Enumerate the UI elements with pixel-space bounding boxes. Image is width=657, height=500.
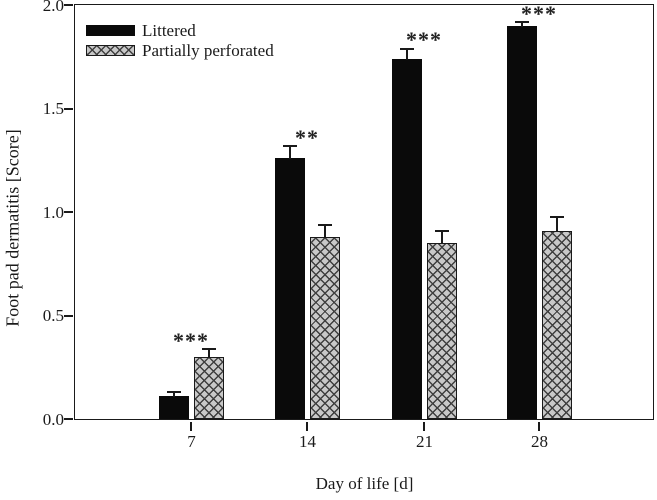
x-tick-label: 7 xyxy=(187,432,196,451)
error-bar-line xyxy=(556,217,558,232)
legend-label-partially-perforated: Partially perforated xyxy=(142,40,274,60)
bar-hatch-day-28 xyxy=(542,231,572,419)
x-tick-label: 28 xyxy=(531,432,548,451)
error-bar-line xyxy=(521,22,523,27)
error-bar-line xyxy=(324,225,326,238)
littered-swatch-icon xyxy=(86,25,135,36)
x-tick-label: 14 xyxy=(299,432,316,451)
error-bar-line xyxy=(208,349,210,358)
significance-marker-day-28: *** xyxy=(521,1,557,26)
error-bar-cap xyxy=(318,224,332,226)
significance-marker-day-21: *** xyxy=(406,27,442,52)
bar-hatch-day-7 xyxy=(194,357,224,419)
y-tick-mark xyxy=(64,211,73,213)
error-bar-cap xyxy=(283,145,297,147)
bar-solid-day-7 xyxy=(159,396,189,419)
legend-item-littered: Littered xyxy=(86,20,274,40)
significance-marker-day-7: *** xyxy=(173,328,209,353)
x-tick-mark xyxy=(190,422,192,431)
error-bar-cap xyxy=(515,21,529,23)
bar-hatch-day-21 xyxy=(427,243,457,419)
bar-hatch-day-14 xyxy=(310,237,340,419)
x-tick-label: 21 xyxy=(416,432,433,451)
error-bar-cap xyxy=(435,230,449,232)
y-tick-label: 2.0 xyxy=(42,0,64,15)
y-tick-label: 1.0 xyxy=(42,202,64,222)
legend: Littered Partially perforated xyxy=(86,20,274,64)
y-tick-label: 1.5 xyxy=(42,99,64,118)
y-tick-mark xyxy=(64,107,73,110)
bar-solid-day-14 xyxy=(275,158,305,419)
x-tick-mark xyxy=(538,422,540,431)
error-bar-cap xyxy=(400,48,414,50)
partially-perforated-swatch-icon xyxy=(86,45,135,56)
bar-solid-day-21 xyxy=(392,59,422,419)
legend-item-partially-perforated: Partially perforated xyxy=(86,40,274,60)
y-tick-label: 0.0 xyxy=(42,409,64,429)
error-bar-line xyxy=(173,392,175,397)
x-tick-mark xyxy=(306,422,308,431)
error-bar-line xyxy=(406,49,408,60)
error-bar-line xyxy=(441,231,443,244)
y-axis-title: Foot pad dermatitis [Score] xyxy=(2,129,23,327)
error-bar-cap xyxy=(167,391,181,393)
plot-area: Littered Partially perforated *** ** *** **… xyxy=(64,1,654,431)
x-axis-title: Day of life [d] xyxy=(315,474,414,493)
y-tick-mark xyxy=(64,418,73,420)
y-tick-label: 0.5 xyxy=(42,306,64,325)
y-tick-mark xyxy=(64,4,73,6)
bar-solid-day-28 xyxy=(507,26,537,419)
significance-marker-day-14: ** xyxy=(295,125,319,150)
y-tick-mark xyxy=(64,314,73,317)
error-bar-cap xyxy=(550,216,564,218)
legend-label-littered: Littered xyxy=(142,20,196,40)
error-bar-line xyxy=(289,146,291,159)
x-tick-mark xyxy=(423,422,425,431)
error-bar-cap xyxy=(202,348,216,350)
